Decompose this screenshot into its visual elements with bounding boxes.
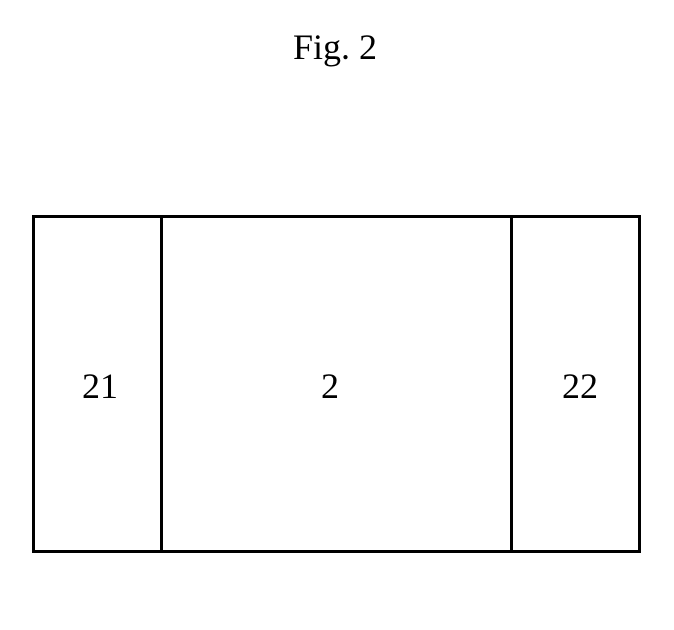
cell-label-22: 22 [540,365,620,407]
divider-1 [160,218,163,551]
cell-label-2: 2 [290,365,370,407]
divider-2 [510,218,513,551]
cell-label-21-text: 21 [82,366,118,406]
cell-label-21: 21 [60,365,140,407]
figure-title-text: Fig. 2 [293,27,377,67]
cell-label-2-text: 2 [321,366,339,406]
figure-title: Fig. 2 [275,26,395,68]
cell-label-22-text: 22 [562,366,598,406]
